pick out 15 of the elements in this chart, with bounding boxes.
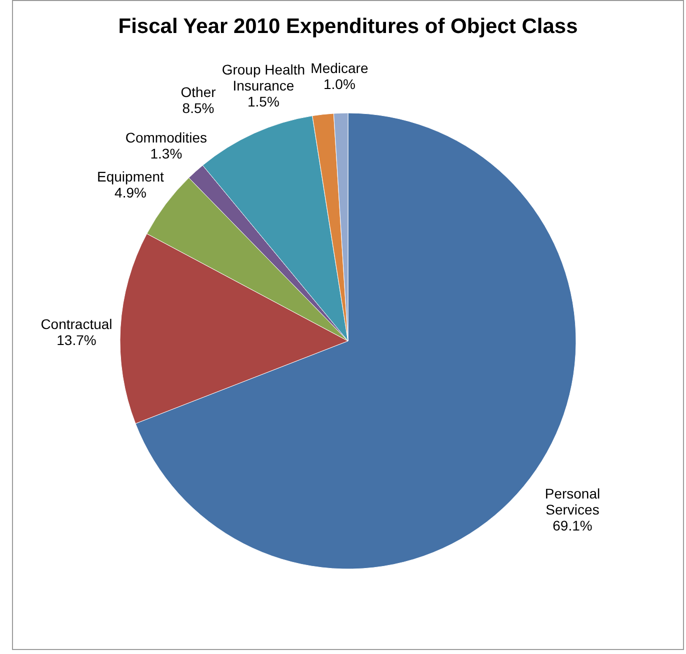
slice-label: Personal Services bbox=[544, 486, 600, 518]
data-label: 69.1% bbox=[552, 518, 592, 534]
data-label: 13.7% bbox=[56, 332, 96, 348]
data-label: 1.5% bbox=[247, 94, 280, 110]
chart-title: Fiscal Year 2010 Expenditures of Object Class bbox=[118, 15, 578, 38]
slice-label: Contractual bbox=[40, 316, 112, 332]
data-label: 4.9% bbox=[114, 184, 146, 201]
slice-label: Group Health Insurance bbox=[222, 62, 306, 94]
data-label: 1.0% bbox=[323, 76, 356, 92]
data-label: 1.3% bbox=[150, 146, 182, 162]
data-label: 8.5% bbox=[182, 100, 214, 116]
slice-label: Other bbox=[180, 84, 216, 100]
slice-label: Commodities bbox=[125, 130, 208, 146]
slice-label: Equipment bbox=[97, 168, 164, 185]
slice-label: Medicare bbox=[310, 60, 368, 76]
